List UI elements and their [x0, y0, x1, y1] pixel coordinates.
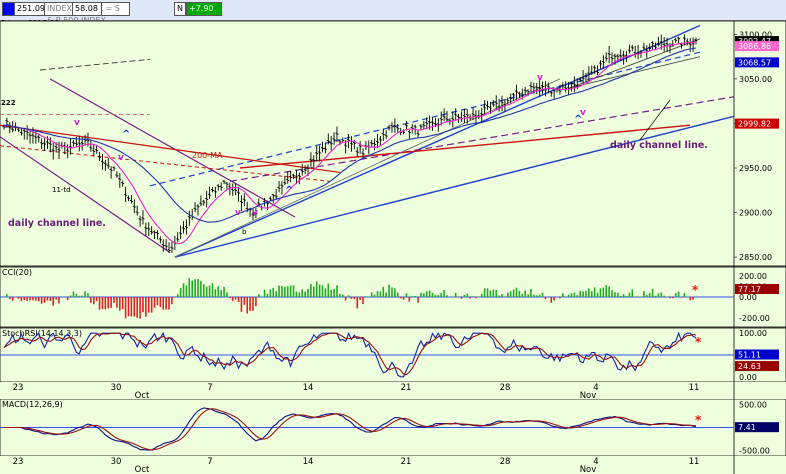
- x-axis-1-tick-label: 14: [303, 383, 314, 393]
- x-axis-2-tick-label: 11: [689, 457, 700, 467]
- price-tick-label: 2850.00: [739, 253, 772, 262]
- x-axis-2-month-label: Nov: [580, 465, 597, 474]
- x-axis-1-tick-label: 21: [401, 383, 412, 393]
- price-tag-bg: [735, 57, 779, 68]
- x-axis-1-bg: [0, 382, 786, 399]
- x-axis-1-tick-label: 7: [207, 383, 212, 393]
- change-badge: +7.90: [186, 2, 222, 16]
- price-tag-bg: [735, 41, 779, 52]
- cci-tick-label: -200.00: [739, 314, 770, 323]
- right-channel-annotation: daily channel line.: [610, 140, 708, 151]
- x-axis-1-month-label: Oct: [135, 391, 150, 401]
- cycle-marker: v: [74, 118, 80, 128]
- stochrsi-tag-bg: [735, 349, 779, 360]
- x-axis-2-tick-label: 30: [111, 457, 122, 467]
- signal-star-marker: *: [692, 283, 699, 297]
- price-tag-label: 2999.82: [738, 120, 771, 129]
- ma-slow-line: [3, 47, 697, 223]
- signal-star-marker: *: [695, 413, 702, 427]
- cycle-marker: v: [235, 208, 241, 218]
- ma-200-annotation: 200-MA: [192, 151, 223, 160]
- channel-mid-dashed-line: [149, 51, 701, 187]
- signal-star-marker: *: [695, 335, 702, 349]
- cycle-marker: ^: [122, 129, 130, 140]
- price-tick-label: 3100.00: [739, 30, 772, 39]
- macd-value-tag: 7.41: [738, 423, 756, 432]
- macd-title: MACD(12,26,9): [2, 400, 63, 409]
- cycle-marker: v: [537, 73, 543, 83]
- cci-value-tag-bg: [735, 284, 779, 295]
- cycle-marker: v: [580, 108, 586, 118]
- x-axis-2-tick-label: 14: [303, 457, 314, 467]
- x-axis-2-month-label: Oct: [135, 465, 150, 474]
- macd-value-tag-bg: [735, 422, 779, 433]
- cci-tick-label: 0.00: [739, 293, 757, 302]
- x-axis-2-tick-label: 23: [13, 457, 24, 467]
- x-axis-2-tick-label: 7: [207, 457, 212, 467]
- price-tick-label: 2900.00: [739, 209, 772, 218]
- nav-icon[interactable]: N: [174, 2, 186, 16]
- channel-lower-line: [174, 115, 735, 258]
- cycle-marker: ^: [574, 114, 582, 125]
- lower-wedge-line: [569, 56, 701, 89]
- header-box-2: 58.08: [72, 2, 102, 16]
- cycle-marker: ^: [285, 185, 293, 196]
- price-tick-label: 2950.00: [739, 164, 772, 173]
- title-bar: 251.09 INDEX $SPX.X = S & P 500 INDEX 58…: [0, 0, 786, 25]
- cci-histogram: [3, 278, 697, 319]
- left-channel-line-upper: [49, 78, 296, 218]
- stochrsi-d-line: [3, 332, 697, 376]
- ma-fast-line: [3, 41, 697, 245]
- cci-tick-label: 200.00: [739, 272, 767, 281]
- left-channel-annotation: daily channel line.: [8, 218, 106, 229]
- stochrsi-tag-label: 51.11: [738, 351, 761, 360]
- cycle-marker: v: [252, 208, 258, 218]
- red-dashed-line: [0, 145, 331, 182]
- price-tag-label: 3068.57: [738, 58, 771, 67]
- price-tag-label: 3086.86: [738, 42, 771, 51]
- x-axis-1-tick-label: 28: [500, 383, 511, 393]
- cci-value-tag: 77.17: [738, 285, 761, 294]
- x-axis-2-tick-label: 4: [593, 457, 598, 467]
- x-axis-2-tick-label: 21: [401, 457, 412, 467]
- macd-signal-line: [4, 408, 697, 451]
- macd-line: [4, 407, 697, 451]
- x-axis-1-tick-label: 23: [13, 383, 24, 393]
- black-dashed-top-line: [39, 58, 151, 71]
- macd-tick-label: 500.00: [739, 401, 767, 410]
- x-axis-2-bg: [0, 456, 786, 474]
- cci-title: CCI(20): [2, 268, 32, 277]
- label-11td: 11-td: [52, 186, 71, 194]
- x-axis-1-tick-label: 4: [593, 383, 598, 393]
- stochrsi-tag-label: 24.63: [738, 362, 761, 371]
- x-axis-1-month-label: Nov: [580, 391, 597, 401]
- purple-dashed-trend: [229, 96, 735, 182]
- stochrsi-tag-bg: [735, 361, 779, 372]
- macd-tick-label: -500.00: [739, 446, 770, 455]
- stochrsi-tick-label: 100.00: [739, 329, 767, 338]
- channel-annotation-pointer: [639, 99, 671, 141]
- price-tick-label: 3050.00: [739, 75, 772, 84]
- x-axis-1-tick-label: 30: [111, 383, 122, 393]
- label-222: 222: [1, 99, 16, 107]
- x-axis-2-tick-label: 28: [500, 457, 511, 467]
- price-tag-bg: [735, 118, 779, 129]
- stochrsi-tick-label: 0.00: [739, 373, 757, 382]
- header-box-1: 251.09: [14, 2, 46, 16]
- stochrsi-title: StochRSI(14,14,3,3): [2, 329, 82, 338]
- x-axis-1-tick-label: 11: [689, 383, 700, 393]
- cycle-marker: v: [118, 153, 124, 163]
- label-b: b: [242, 228, 247, 236]
- left-channel-line: [0, 136, 171, 254]
